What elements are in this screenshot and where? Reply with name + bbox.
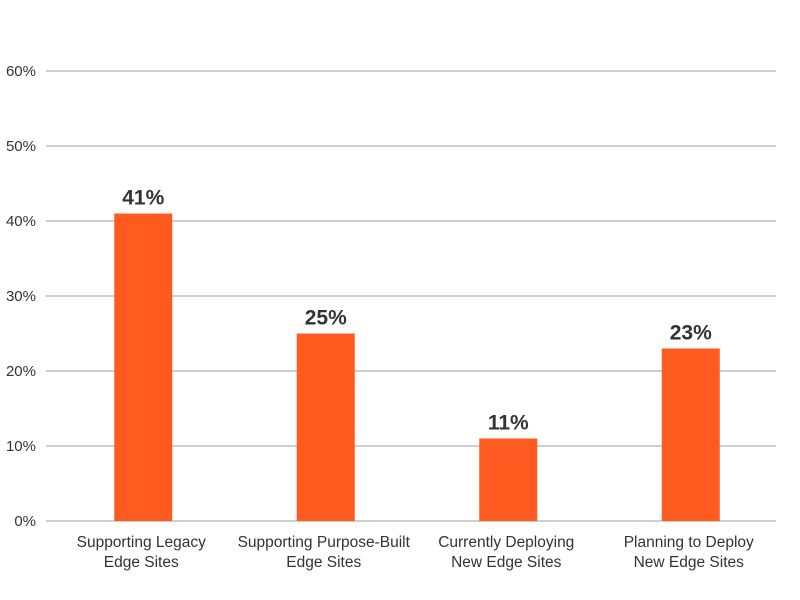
data-label-1: 25% [305, 307, 347, 330]
y-tick-label: 30% [6, 288, 36, 305]
bar-1 [296, 333, 355, 521]
x-category-label-line: Edge Sites [286, 554, 361, 571]
y-tick-label: 10% [6, 438, 36, 455]
x-category-label-line: New Edge Sites [451, 554, 562, 571]
bars [114, 213, 720, 521]
x-category-label-1: Supporting Purpose-Built Edge Sites [238, 534, 411, 571]
y-tick-label: 0% [14, 513, 36, 530]
x-category-label-line: New Edge Sites [634, 554, 745, 571]
data-labels: 41% 25% 11% 23% [122, 187, 712, 435]
bar-2 [479, 438, 538, 521]
data-label-0: 41% [122, 187, 164, 210]
bar-0 [114, 213, 173, 521]
x-category-label-line: Supporting Legacy [77, 534, 207, 551]
data-label-2: 11% [488, 412, 529, 435]
x-category-label-line: Planning to Deploy [624, 534, 754, 551]
x-category-label-line: Supporting Purpose-Built [238, 534, 411, 551]
x-category-label-line: Edge Sites [104, 554, 179, 571]
y-tick-label: 50% [6, 138, 36, 155]
y-tick-label: 40% [6, 213, 36, 230]
x-category-label-line: Currently Deploying [438, 534, 574, 551]
bar-3 [661, 348, 720, 521]
x-category-label-3: Planning to Deploy New Edge Sites [624, 534, 754, 571]
y-tick-label: 60% [6, 63, 36, 80]
data-label-3: 23% [670, 322, 712, 345]
y-tick-label: 20% [6, 363, 36, 380]
x-category-label-0: Supporting Legacy Edge Sites [77, 534, 207, 571]
x-category-label-2: Currently Deploying New Edge Sites [438, 534, 574, 571]
y-axis-tick-labels: 0% 10% 20% 30% 40% 50% 60% [6, 63, 36, 530]
